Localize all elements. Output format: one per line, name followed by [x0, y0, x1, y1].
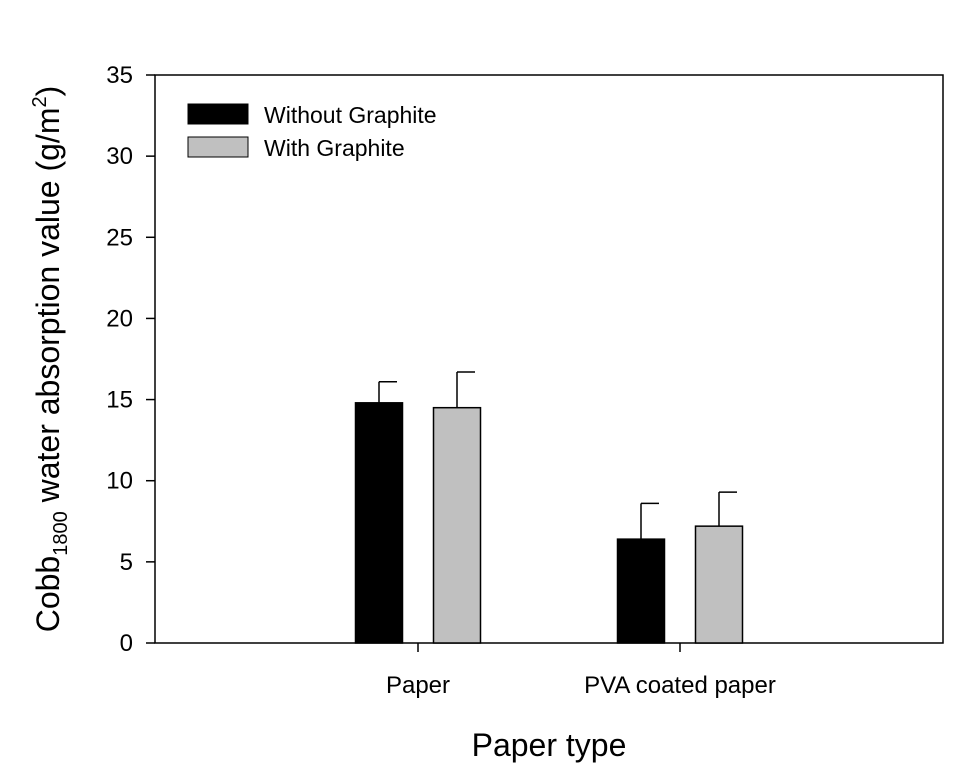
- y-tick-label: 20: [106, 305, 133, 332]
- y-tick-label: 35: [106, 62, 133, 89]
- legend-swatch: [187, 103, 249, 125]
- legend-label: With Graphite: [264, 135, 405, 161]
- y-axis-title-middle: water absorption value (g/m: [30, 108, 66, 512]
- y-tick-label: 0: [120, 630, 133, 657]
- x-tick-label: Paper: [386, 672, 450, 699]
- bar: [694, 525, 744, 644]
- x-axis: Paper PVA coated paper: [386, 643, 776, 699]
- y-axis-title-main: Cobb: [30, 556, 66, 633]
- x-axis-title: Paper type: [472, 727, 627, 763]
- y-tick-label: 25: [106, 224, 133, 251]
- bar: [432, 406, 482, 644]
- y-axis: 0 5 10 15 20 25 30 35: [106, 62, 155, 657]
- y-axis-title-subscript: 1800: [50, 511, 72, 556]
- y-tick-label: 15: [106, 387, 133, 414]
- bar: [354, 402, 404, 644]
- legend-label: Without Graphite: [264, 102, 437, 128]
- legend-swatch: [187, 136, 249, 158]
- x-tick-label: PVA coated paper: [584, 672, 776, 699]
- y-axis-title-superscript: 2: [29, 96, 51, 107]
- y-tick-label: 30: [106, 143, 133, 170]
- legend: Without Graphite With Graphite: [187, 102, 437, 161]
- bar: [616, 538, 666, 644]
- y-tick-label: 5: [120, 549, 133, 576]
- bars: [354, 371, 744, 644]
- y-axis-title-end: ): [30, 86, 66, 97]
- y-tick-label: 10: [106, 468, 133, 495]
- y-axis-title: Cobb1800 water absorption value (g/m2): [29, 86, 72, 633]
- plot-frame: [154, 74, 944, 644]
